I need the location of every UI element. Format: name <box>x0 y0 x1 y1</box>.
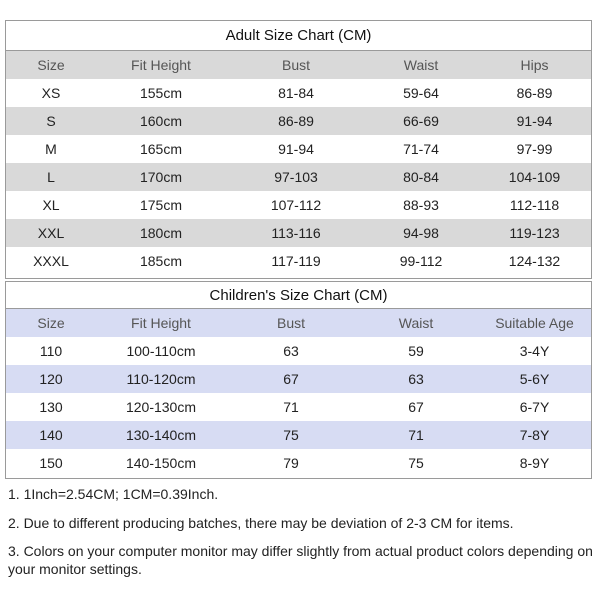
table-cell: 185cm <box>139 253 183 269</box>
table-cell: 120-130cm <box>125 399 197 415</box>
table-cell: 113-116 <box>271 225 321 241</box>
header-cell: Bust <box>281 57 310 73</box>
table-cell: 91-94 <box>516 113 553 129</box>
header-cell: Suitable Age <box>495 315 574 331</box>
table-row: 140 130-140cm 75 71 7-8Y <box>6 421 591 449</box>
table-cell: 75 <box>408 455 424 471</box>
table-row: M 165cm 91-94 71-74 97-99 <box>6 135 591 163</box>
table-cell: 8-9Y <box>519 455 550 471</box>
table-cell: M <box>45 141 57 157</box>
table-cell: 80-84 <box>403 169 439 185</box>
table-row: XS 155cm 81-84 59-64 86-89 <box>6 79 591 107</box>
table-cell: 81-84 <box>278 85 314 101</box>
table-cell: 86-89 <box>516 85 553 101</box>
children-chart-title: Children's Size Chart (CM) <box>6 282 591 309</box>
table-cell: 180cm <box>139 225 183 241</box>
table-cell: XXXL <box>33 253 69 269</box>
header-cell: Fit Height <box>131 57 191 73</box>
table-cell: 104-109 <box>508 169 561 185</box>
table-cell: 155cm <box>139 85 183 101</box>
header-cell: Size <box>37 315 65 331</box>
table-cell: 66-69 <box>403 113 439 129</box>
table-cell: 3-4Y <box>519 343 550 359</box>
table-cell: XL <box>42 197 60 213</box>
table-cell: 175cm <box>139 197 183 213</box>
table-cell: 165cm <box>139 141 183 157</box>
table-cell: 5-6Y <box>519 371 550 387</box>
table-cell: 110 <box>39 343 63 359</box>
adult-chart-title: Adult Size Chart (CM) <box>6 21 591 51</box>
table-cell: 99-112 <box>399 253 443 269</box>
table-row: 110 100-110cm 63 59 3-4Y <box>6 337 591 365</box>
table-cell: 130-140cm <box>125 427 197 443</box>
table-cell: 107-112 <box>270 197 322 213</box>
table-cell: 97-99 <box>516 141 553 157</box>
table-cell: S <box>46 113 56 129</box>
table-cell: XS <box>41 85 61 101</box>
table-cell: 6-7Y <box>519 399 550 415</box>
table-cell: 117-119 <box>271 253 321 269</box>
header-cell: Bust <box>276 315 305 331</box>
table-cell: 119-123 <box>509 225 560 241</box>
table-cell: 97-103 <box>274 169 318 185</box>
table-cell: 110-120cm <box>126 371 196 387</box>
table-cell: 88-93 <box>403 197 439 213</box>
table-row: XXL 180cm 113-116 94-98 119-123 <box>6 219 591 247</box>
table-cell: 71-74 <box>403 141 439 157</box>
table-cell: 71 <box>283 399 299 415</box>
children-size-chart: Children's Size Chart (CM) Size Fit Heig… <box>5 281 592 479</box>
table-cell: 75 <box>283 427 299 443</box>
table-cell: 86-89 <box>278 113 314 129</box>
table-cell: 71 <box>408 427 424 443</box>
table-cell: 94-98 <box>403 225 439 241</box>
adult-size-chart: Adult Size Chart (CM) Size Fit Height Bu… <box>5 20 592 279</box>
table-cell: 140 <box>39 427 63 443</box>
note-item: 3. Colors on your computer monitor may d… <box>8 543 593 577</box>
table-row: L 170cm 97-103 80-84 104-109 <box>6 163 591 191</box>
header-cell: Waist <box>398 315 434 331</box>
table-cell: 79 <box>283 455 299 471</box>
table-cell: 100-110cm <box>126 343 196 359</box>
table-cell: 170cm <box>139 169 183 185</box>
table-cell: 59 <box>408 343 424 359</box>
table-cell: L <box>47 169 55 185</box>
table-cell: 130 <box>39 399 63 415</box>
table-cell: 67 <box>283 371 299 387</box>
table-cell: 7-8Y <box>519 427 550 443</box>
table-cell: 124-132 <box>508 253 561 269</box>
table-cell: 63 <box>408 371 424 387</box>
table-header-row: Size Fit Height Bust Waist Suitable Age <box>6 309 591 337</box>
table-row: XXXL 185cm 117-119 99-112 124-132 <box>6 247 591 275</box>
table-cell: 59-64 <box>403 85 439 101</box>
header-cell: Fit Height <box>131 315 191 331</box>
header-cell: Size <box>37 57 65 73</box>
table-row: 150 140-150cm 79 75 8-9Y <box>6 449 591 477</box>
table-cell: 112-118 <box>509 197 560 213</box>
table-cell: 67 <box>408 399 424 415</box>
note-item: 2. Due to different producing batches, t… <box>8 515 514 531</box>
table-cell: 150 <box>39 455 63 471</box>
table-row: 130 120-130cm 71 67 6-7Y <box>6 393 591 421</box>
table-cell: 160cm <box>139 113 183 129</box>
table-header-row: Size Fit Height Bust Waist Hips <box>6 51 591 79</box>
table-cell: 91-94 <box>278 141 314 157</box>
table-cell: XXL <box>37 225 65 241</box>
table-row: 120 110-120cm 67 63 5-6Y <box>6 365 591 393</box>
table-cell: 120 <box>39 371 63 387</box>
table-row: XL 175cm 107-112 88-93 112-118 <box>6 191 591 219</box>
table-cell: 140-150cm <box>125 455 197 471</box>
table-row: S 160cm 86-89 66-69 91-94 <box>6 107 591 135</box>
header-cell: Hips <box>520 57 549 73</box>
note-item: 1. 1Inch=2.54CM; 1CM=0.39Inch. <box>8 486 219 502</box>
header-cell: Waist <box>403 57 439 73</box>
table-cell: 63 <box>283 343 299 359</box>
